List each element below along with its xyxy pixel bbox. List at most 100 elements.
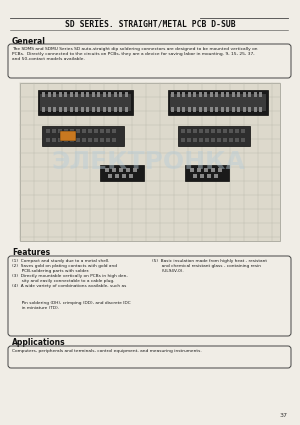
Bar (58, 107, 61, 112)
Bar (205, 129, 208, 133)
Bar (171, 92, 174, 97)
Bar (108, 107, 111, 112)
Bar (75, 92, 78, 97)
Text: Applications: Applications (12, 338, 66, 347)
Text: The SDMS and SDMU Series SD auto-straight dip soldering connectors are designed : The SDMS and SDMU Series SD auto-straigh… (12, 47, 257, 61)
Bar (241, 129, 244, 133)
Bar (82, 138, 85, 142)
Bar (259, 107, 262, 112)
Bar (40, 94, 131, 111)
Bar (47, 92, 50, 97)
Bar (237, 107, 240, 112)
Bar (254, 107, 256, 112)
Bar (112, 129, 116, 133)
Bar (220, 92, 224, 97)
Bar (80, 107, 83, 112)
Bar (199, 129, 202, 133)
Bar (92, 92, 94, 97)
Bar (193, 107, 196, 112)
Bar (181, 129, 184, 133)
Bar (188, 107, 190, 112)
Bar (190, 168, 194, 172)
Text: (1)  Compact and sturdy due to a metal shell.
(2)  Saves gold on plating contact: (1) Compact and sturdy due to a metal sh… (12, 259, 128, 288)
Bar (200, 174, 204, 178)
Bar (122, 174, 126, 178)
Bar (97, 92, 100, 97)
Bar (108, 174, 112, 178)
Bar (97, 107, 100, 112)
Bar (217, 129, 220, 133)
Bar (171, 107, 174, 112)
Bar (218, 168, 222, 172)
Bar (42, 107, 45, 112)
Bar (129, 174, 133, 178)
Bar (211, 168, 215, 172)
Bar (229, 129, 232, 133)
Bar (64, 138, 68, 142)
Bar (80, 92, 83, 97)
Bar (92, 107, 94, 112)
Bar (106, 129, 110, 133)
Text: Features: Features (12, 248, 50, 257)
Bar (75, 107, 78, 112)
Bar (119, 168, 123, 172)
Text: Pin soldering (DH), crimping (DD), and discrete IDC
       in miniature (TD).: Pin soldering (DH), crimping (DD), and d… (12, 301, 131, 310)
Bar (119, 92, 122, 97)
Bar (259, 92, 262, 97)
Bar (46, 129, 50, 133)
Text: SD SERIES. STRAIGHT/METAL PCB D-SUB: SD SERIES. STRAIGHT/METAL PCB D-SUB (65, 20, 235, 28)
Bar (103, 92, 106, 97)
Bar (181, 138, 184, 142)
Bar (124, 92, 128, 97)
Bar (223, 138, 226, 142)
Bar (209, 92, 212, 97)
Bar (235, 138, 238, 142)
Bar (199, 107, 202, 112)
Bar (20, 83, 280, 241)
Bar (94, 129, 98, 133)
Bar (64, 107, 67, 112)
Bar (94, 138, 98, 142)
Bar (52, 138, 56, 142)
Bar (70, 129, 74, 133)
Bar (217, 138, 220, 142)
Bar (76, 138, 80, 142)
Bar (47, 107, 50, 112)
Bar (124, 107, 128, 112)
Bar (70, 92, 73, 97)
Bar (86, 92, 89, 97)
Bar (204, 92, 207, 97)
Bar (229, 138, 232, 142)
Bar (214, 174, 218, 178)
Bar (197, 168, 201, 172)
Bar (103, 107, 106, 112)
Bar (187, 138, 190, 142)
Bar (205, 138, 208, 142)
Bar (82, 129, 85, 133)
Bar (199, 92, 202, 97)
Bar (112, 168, 116, 172)
Bar (64, 129, 68, 133)
Bar (193, 92, 196, 97)
Bar (242, 107, 245, 112)
Bar (188, 92, 190, 97)
Bar (209, 107, 212, 112)
Bar (133, 168, 137, 172)
Bar (88, 129, 92, 133)
Bar (42, 126, 124, 146)
Bar (58, 138, 61, 142)
Bar (226, 107, 229, 112)
Bar (70, 138, 74, 142)
Bar (182, 92, 185, 97)
Bar (248, 107, 251, 112)
Bar (168, 90, 268, 115)
Bar (237, 92, 240, 97)
Text: (5)  Basic insulation made from highly heat - resistant
       and chemical resi: (5) Basic insulation made from highly he… (152, 259, 267, 273)
Bar (242, 92, 245, 97)
Bar (58, 92, 61, 97)
Bar (126, 168, 130, 172)
Bar (42, 92, 45, 97)
Bar (187, 129, 190, 133)
Bar (100, 129, 103, 133)
Bar (215, 92, 218, 97)
